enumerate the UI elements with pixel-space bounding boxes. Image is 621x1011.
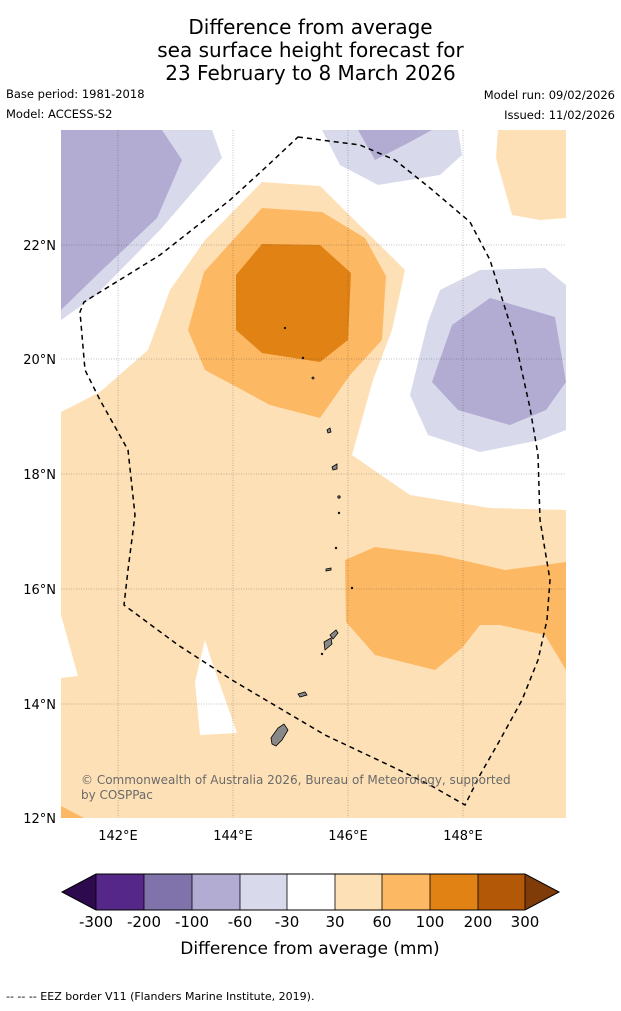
lat-label-22n: 22°N [23,239,56,254]
colorbar-tick-100: 100 [416,913,445,931]
island-uracas [283,326,287,330]
island-farallon [350,586,354,590]
colorbar-bin-neg30-30 [287,874,335,910]
colorbar-tick-neg100: -100 [175,913,209,931]
island-sarigan [334,546,338,550]
eez-legend-note: -- -- -- EEZ border V11 (Flanders Marine… [6,990,315,1003]
colorbar-bin-neg100-neg60 [192,874,240,910]
contour-100-200 [236,244,351,362]
colorbar-bin-200-300 [478,874,525,910]
colorbar-tick-neg300: -300 [79,913,113,931]
lat-label-20n: 20°N [23,353,56,368]
colorbar-tick-neg200: -200 [127,913,161,931]
lon-label-144e: 144°E [213,829,253,844]
issued-label: Issued: 11/02/2026 [504,108,615,122]
longitude-labels: 142°E 144°E 146°E 148°E [98,829,483,844]
title-line-2: sea surface height forecast for [157,38,464,62]
lat-label-12n: 12°N [23,812,56,827]
eez-border [79,136,551,807]
lat-label-18n: 18°N [23,468,56,483]
title-line-1: Difference from average [188,15,433,39]
model-label: Model: ACCESS-S2 [6,107,113,121]
island-anatahan [325,567,332,572]
colorbar-tick-60: 60 [372,913,391,931]
lon-label-146e: 146°E [328,829,368,844]
island-aguijan [320,652,324,656]
title-line-3: 23 February to 8 March 2026 [165,61,456,85]
page-title: Difference from average sea surface heig… [0,16,621,85]
colorbar-tick-200: 200 [464,913,493,931]
colorbar-extend-high [525,874,559,910]
island-guam [270,723,289,747]
map-area: © Commonwealth of Australia 2026, Bureau… [61,130,566,818]
lat-label-14n: 14°N [23,698,56,713]
credit-line-2: by COSPPac [81,788,153,802]
island-rota [297,691,308,698]
colorbar-tick-300: 300 [511,913,540,931]
contour-neg60-neg100 [61,130,566,425]
colorbar-extend-low [62,874,96,910]
colorbar-bin-100-200 [430,874,478,910]
colorbar-tick-30: 30 [325,913,344,931]
base-period-label: Base period: 1981-2018 [6,87,145,101]
model-run-label: Model run: 09/02/2026 [483,88,615,102]
contour-corner-patch [61,806,84,818]
island-saipan [329,629,339,640]
colorbar-bin-30-60 [335,874,382,910]
lon-label-148e: 148°E [443,829,483,844]
colorbar-tick-neg30: -30 [275,913,300,931]
island-asuncion [301,356,305,360]
island-agrihan [326,427,332,434]
island-maug [311,376,315,380]
island-tinian [323,637,333,651]
lon-label-142e: 142°E [98,829,138,844]
credit-line-1: © Commonwealth of Australia 2026, Bureau… [81,773,511,787]
mariana-islands [270,326,354,747]
colorbar-bin-60-100 [382,874,430,910]
island-guguan [337,511,341,515]
colorbar-title: Difference from average (mm) [180,939,439,959]
colorbar-tick-neg60: -60 [228,913,253,931]
lat-label-16n: 16°N [23,583,56,598]
island-alamagan [337,495,341,499]
island-pagan [331,463,338,471]
latitude-labels: 22°N 20°N 18°N 16°N 14°N 12°N [23,239,56,827]
colorbar-bin-neg60-neg30 [240,874,287,910]
colorbar: -300 -200 -100 -60 -30 30 60 100 200 300… [60,873,561,959]
colorbar-bin-neg200-neg100 [144,874,192,910]
colorbar-bin-neg300-neg200 [96,874,144,910]
gridlines [61,130,566,818]
